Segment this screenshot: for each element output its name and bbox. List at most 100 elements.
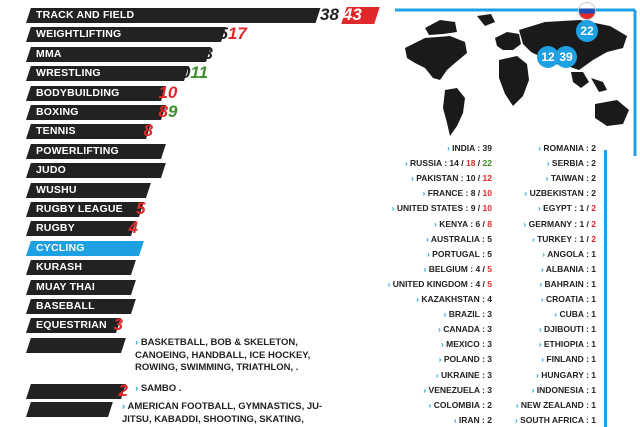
country-value: 1 bbox=[579, 218, 585, 229]
country-value: 1 bbox=[591, 384, 596, 395]
country-item: › RUSSIA : 14 / 18 / 22 bbox=[405, 156, 492, 170]
value-label: 4 bbox=[126, 237, 136, 257]
country-value-secondary: 2 bbox=[591, 233, 596, 244]
country-value: 3 bbox=[487, 309, 492, 320]
country-item: › VENEZUELA : 3 bbox=[423, 383, 492, 397]
group-value-label: 1 bbox=[96, 400, 105, 418]
country-item: › KAZAKHSTAN : 4 bbox=[416, 292, 492, 306]
country-item: › AUSTRALIA : 5 bbox=[426, 232, 492, 246]
value-separator: / bbox=[584, 233, 592, 244]
group-sports-text: › BASKETBALL, BOB & SKELETON, CANOEING, … bbox=[135, 337, 350, 375]
country-item: › NEW ZEALAND : 1 bbox=[516, 398, 596, 412]
category-label: BOXING bbox=[36, 106, 79, 118]
value-separator: / bbox=[584, 203, 592, 214]
country-item: › PORTUGAL : 5 bbox=[427, 247, 492, 261]
country-name: FRANCE : bbox=[427, 188, 471, 199]
country-value: 10 bbox=[465, 173, 476, 184]
country-value: 6 bbox=[475, 218, 481, 229]
chevron-right-icon: › bbox=[411, 173, 417, 184]
category-label: TENNIS bbox=[36, 125, 76, 138]
chevron-right-icon: › bbox=[435, 369, 441, 380]
secondary-value: 17 bbox=[227, 24, 247, 44]
primary-value: 7 bbox=[149, 140, 159, 160]
country-name: CROATIA : bbox=[545, 294, 592, 304]
primary-value: 5 bbox=[134, 121, 144, 141]
chevron-right-icon: › bbox=[514, 414, 521, 425]
primary-value: 7 bbox=[149, 82, 159, 102]
country-name: ETHIOPIA : bbox=[543, 339, 592, 350]
country-value: 4 bbox=[475, 263, 481, 274]
value-label: 1517 bbox=[209, 25, 247, 43]
primary-value: 3 bbox=[119, 257, 129, 277]
country-name: INDIA : bbox=[452, 143, 483, 153]
group-sports-names: SAMBO . bbox=[140, 383, 182, 394]
value-label: 58 bbox=[134, 122, 153, 140]
map-pin-badge: 12 bbox=[537, 46, 559, 68]
value-separator: / bbox=[480, 263, 488, 274]
country-value: 1 bbox=[591, 324, 596, 335]
country-item: › GERMANY : 1 / 2 bbox=[523, 217, 596, 231]
category-label: BASEBALL bbox=[36, 300, 95, 312]
group-value-label: 12 bbox=[109, 382, 128, 400]
chevron-right-icon: › bbox=[539, 278, 545, 289]
value-separator: / bbox=[475, 158, 483, 169]
country-name: EGYPT : bbox=[543, 203, 580, 214]
category-label: KURASH bbox=[36, 261, 83, 274]
country-name: PORTUGAL : bbox=[432, 248, 488, 259]
category-label: WUSHU bbox=[36, 183, 77, 196]
country-name: ROMANIA : bbox=[543, 143, 592, 153]
secondary-value: 8 bbox=[158, 102, 168, 121]
chevron-right-icon: › bbox=[531, 384, 537, 395]
country-name: KAZAKHSTAN : bbox=[421, 294, 488, 304]
primary-value: 10 bbox=[171, 63, 191, 83]
country-name: AUSTRALIA : bbox=[430, 233, 488, 244]
value-label: 1011 bbox=[172, 64, 209, 82]
value-label: 789 bbox=[149, 103, 177, 121]
country-value: 2 bbox=[487, 399, 492, 410]
chevron-right-icon: › bbox=[531, 233, 538, 244]
value-label: 38 43 bbox=[320, 6, 362, 24]
value-separator: / bbox=[480, 278, 488, 289]
country-value: 8 bbox=[470, 188, 476, 199]
country-value: 2 bbox=[487, 414, 492, 425]
secondary-value: 3 bbox=[113, 315, 123, 335]
primary-value: 1 bbox=[104, 315, 114, 335]
country-name: INDONESIA : bbox=[536, 384, 592, 395]
country-name: UZBEKISTAN : bbox=[529, 188, 592, 199]
secondary-value: 5 bbox=[135, 199, 146, 218]
chevron-right-icon: › bbox=[546, 158, 552, 169]
country-item: › HUNGARY : 1 bbox=[536, 368, 596, 382]
chevron-right-icon: › bbox=[426, 248, 433, 259]
country-item: › FRANCE : 8 / 10 bbox=[423, 186, 492, 200]
category-label: CYCLING bbox=[36, 241, 85, 254]
chevron-right-icon: › bbox=[440, 339, 447, 350]
country-value: 1 bbox=[591, 263, 596, 274]
country-item: › ETHIOPIA : 1 bbox=[539, 337, 596, 351]
country-item: › UKRAINE : 3 bbox=[436, 368, 492, 382]
country-item: › UNITED KINGDOM : 4 / 5 bbox=[388, 277, 492, 291]
primary-value: 15 bbox=[209, 24, 228, 44]
country-name: ALBANIA : bbox=[545, 263, 592, 274]
country-value: 1 bbox=[591, 294, 596, 304]
country-value-secondary: 5 bbox=[487, 263, 492, 274]
value-label: 710 bbox=[149, 82, 177, 102]
tertiary-value: 9 bbox=[167, 102, 178, 121]
primary-value: 3 bbox=[119, 276, 129, 296]
primary-value: 4 bbox=[126, 237, 136, 257]
chevron-right-icon: › bbox=[554, 309, 560, 320]
country-item: › BAHRAIN : 1 bbox=[539, 277, 596, 291]
group-sports-names: AMERICAN FOOTBALL, GYMNASTICS, JU-JITSU,… bbox=[122, 401, 323, 425]
country-item: › BRAZIL : 3 bbox=[444, 307, 493, 321]
chevron-right-icon: › bbox=[423, 384, 429, 395]
group-secondary-value: 2 bbox=[118, 381, 128, 400]
value-label: 7 bbox=[149, 161, 158, 179]
category-label: EQUESTRIAN bbox=[36, 319, 107, 332]
country-item: › CANADA : 3 bbox=[438, 322, 492, 336]
country-name: CUBA : bbox=[559, 309, 592, 320]
category-label: RUGBY bbox=[36, 222, 75, 235]
country-item: › COLOMBIA : 2 bbox=[429, 398, 492, 412]
country-item: › IRAN : 2 bbox=[454, 413, 492, 427]
world-map bbox=[395, 8, 637, 156]
chevron-right-icon: › bbox=[541, 354, 547, 365]
value-separator: / bbox=[584, 218, 592, 229]
